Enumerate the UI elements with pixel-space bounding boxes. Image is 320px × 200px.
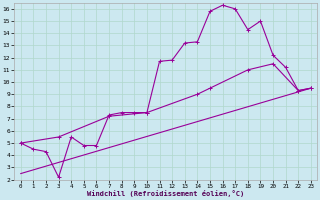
X-axis label: Windchill (Refroidissement éolien,°C): Windchill (Refroidissement éolien,°C) — [87, 190, 244, 197]
